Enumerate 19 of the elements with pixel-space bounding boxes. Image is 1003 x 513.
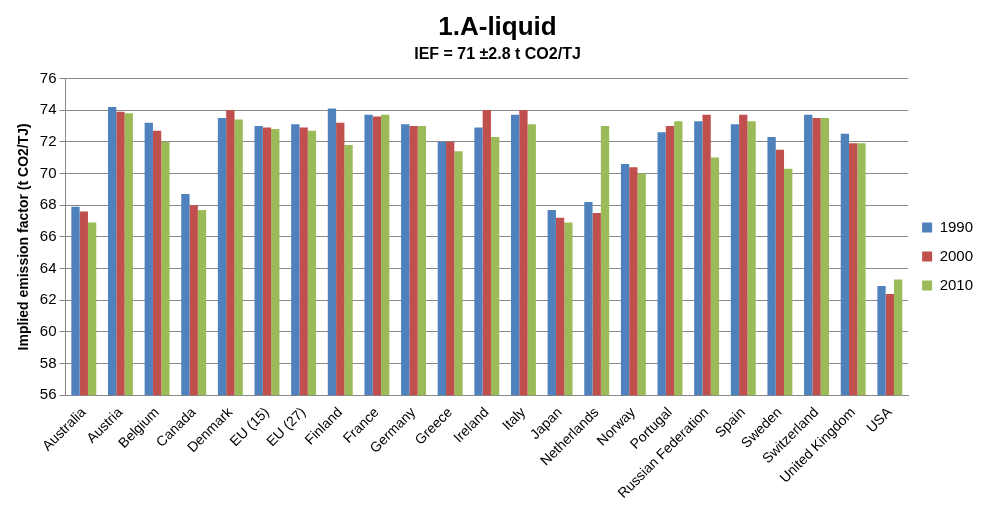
y-tick-label: 64: [39, 258, 57, 276]
y-tick-label: 70: [39, 163, 57, 181]
y-tick-label: 68: [39, 195, 57, 213]
y-tick-label: 62: [39, 290, 57, 308]
y-tick-label: 58: [39, 353, 57, 371]
chart-subtitle: IEF = 71 ±2.8 t CO2/TJ: [414, 45, 581, 63]
y-tick-label: 60: [39, 322, 57, 340]
y-tick-label: 72: [39, 131, 57, 149]
y-axis-title: Implied emission factor (t CO2/TJ): [15, 123, 32, 351]
y-tick-label: 76: [39, 68, 57, 86]
chart-title: 1.A-liquid: [438, 10, 557, 41]
legend-label: 1990: [939, 217, 974, 235]
legend-label: 2010: [939, 275, 974, 293]
x-tick-label: USA: [862, 403, 896, 436]
legend-label: 2000: [939, 246, 974, 264]
y-tick-label: 74: [39, 100, 57, 118]
x-tick-label: Italy: [498, 403, 529, 434]
y-tick-label: 66: [39, 226, 57, 244]
y-tick-label: 56: [39, 385, 57, 403]
